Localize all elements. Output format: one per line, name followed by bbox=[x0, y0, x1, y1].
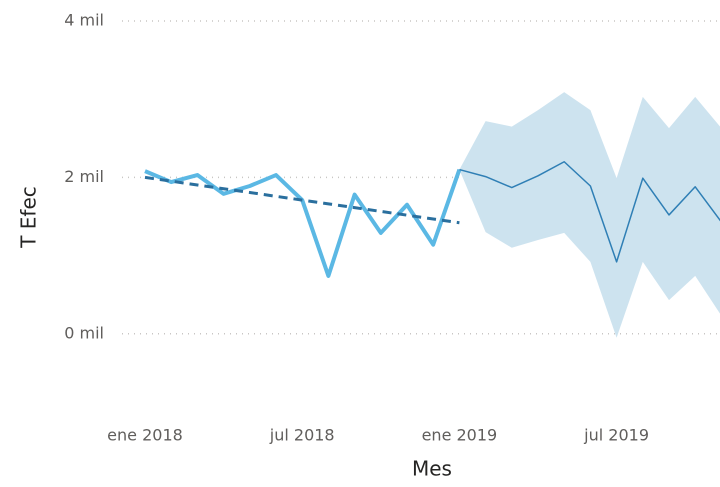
y-axis-label: T Efec bbox=[17, 186, 41, 249]
x-axis-label: Mes bbox=[412, 457, 452, 481]
x-tick-label: ene 2019 bbox=[422, 426, 498, 445]
x-tick-label: ene 2018 bbox=[107, 426, 183, 445]
x-tick-label: jul 2019 bbox=[583, 426, 649, 445]
series-line bbox=[459, 161, 720, 263]
series-line bbox=[144, 175, 460, 225]
y-tick-label: 0 mil bbox=[64, 323, 104, 342]
x-tick-label: jul 2018 bbox=[269, 426, 335, 445]
plot-area bbox=[144, 92, 720, 338]
forecast-band bbox=[459, 92, 720, 338]
y-tick-label: 4 mil bbox=[64, 11, 104, 30]
y-tick-label: 2 mil bbox=[64, 167, 104, 186]
